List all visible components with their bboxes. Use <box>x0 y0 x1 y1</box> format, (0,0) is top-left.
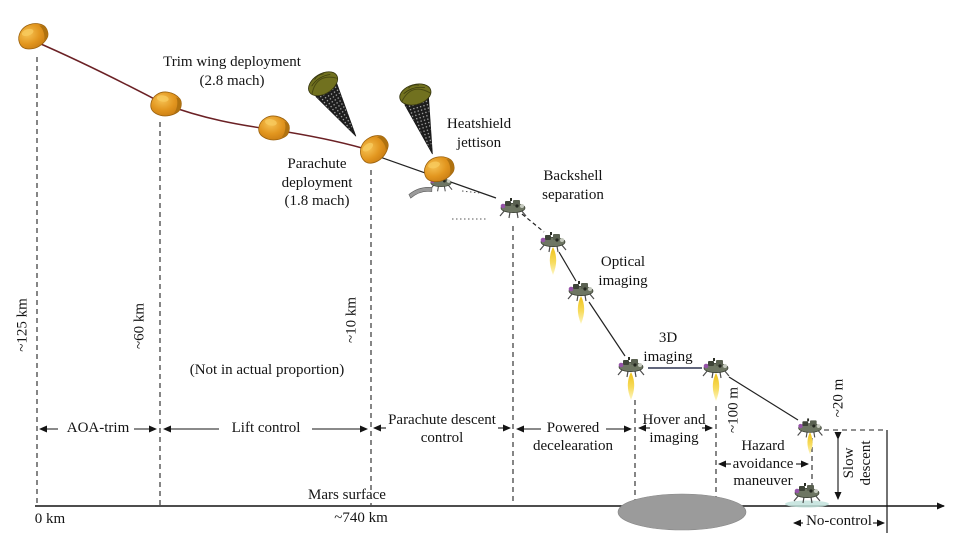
entry-capsule-icon <box>14 19 52 53</box>
mars-surface-label: Mars surface <box>308 487 386 503</box>
heatshield-jettison-label: Heatshield jettison <box>446 116 512 151</box>
downrange-label: ~740 km <box>334 510 388 526</box>
altitude-60km-label: ~60 km <box>131 302 148 350</box>
phase-dimension-arrows <box>39 424 885 527</box>
lift-control-capsule-icon <box>256 113 292 144</box>
phase-powered-deceleration-label: Powered decelearation <box>533 420 613 454</box>
phase-parachute-descent-label: Parachute descent control <box>388 412 496 446</box>
proportion-note: (Not in actual proportion) <box>189 362 345 378</box>
touchdown-lander-icon <box>793 482 821 504</box>
entry-trajectory-curve <box>33 40 363 149</box>
phase-hazard-avoidance-label: Hazard avoidance maneuver <box>732 438 794 489</box>
lander-shadow <box>785 500 829 508</box>
phase-slow-descent-label: Slow descent <box>841 440 874 486</box>
altitude-10km-label: ~10 km <box>343 296 360 344</box>
landing-zone-ellipse <box>617 493 747 531</box>
optical-imaging-label: Optical imaging <box>598 254 648 289</box>
parachute-deployment-icon <box>303 66 394 169</box>
optical-imaging-lander-icon <box>567 280 595 324</box>
heatshield-jettison-icon <box>396 79 457 199</box>
parachute-deployment-label: Parachute deployment (1.8 mach) <box>281 156 353 209</box>
separation-dotted-marks <box>452 190 486 220</box>
phase-lift-control-label: Lift control <box>231 420 301 436</box>
altitude-100m-label: ~100 m <box>725 386 742 434</box>
descent-path-lines <box>379 156 799 421</box>
descending-lander-icon <box>539 231 567 275</box>
phase-no-control-label: No-control <box>806 513 872 529</box>
altitude-20m-label: ~20 m <box>830 378 847 418</box>
three-d-imaging-label: 3D imaging <box>643 330 693 365</box>
backshell-separation-lander-icon <box>499 197 527 219</box>
phase-hover-imaging-label: Hover and imaging <box>642 412 706 446</box>
trim-wing-deployment-label: Trim wing deployment (2.8 mach) <box>163 54 301 89</box>
origin-label: 0 km <box>34 511 66 527</box>
hover-lander-left-icon <box>617 356 645 400</box>
backshell-separation-label: Backshell separation <box>542 168 604 203</box>
hazard-avoidance-lander-icon <box>797 417 823 455</box>
phase-boundary-dashed-lines <box>36 57 887 505</box>
altitude-125km-label: ~125 km <box>14 298 31 352</box>
trim-wing-capsule-icon <box>148 89 184 119</box>
phase-aoa-trim-label: AOA-trim <box>66 420 130 436</box>
